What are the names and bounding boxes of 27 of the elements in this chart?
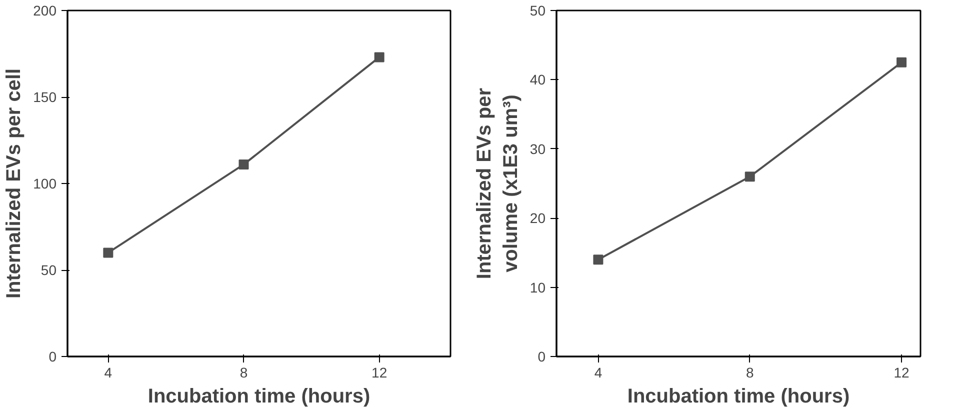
x-tick-label: 4 — [594, 364, 602, 380]
y-tick-label: 150 — [33, 89, 57, 105]
x-tick-label: 8 — [240, 364, 248, 380]
y-tick-label: 100 — [33, 176, 57, 192]
point — [103, 248, 114, 258]
y-tick-label: 20 — [530, 210, 546, 226]
point — [593, 254, 604, 265]
x-tick-label: 8 — [746, 364, 754, 380]
point — [374, 52, 384, 62]
y-tick-label: 0 — [48, 348, 57, 364]
y-axis-title: Internalized EVs per cell — [3, 68, 26, 299]
y-tick-label: 50 — [530, 2, 546, 18]
y-tick-label: 200 — [33, 2, 57, 18]
x-axis-title: Incubation time (hours) — [148, 386, 370, 408]
x-axis-title: Incubation time (hours) — [627, 386, 850, 408]
point — [744, 172, 755, 182]
x-tick-label: 12 — [894, 364, 910, 380]
point — [896, 57, 907, 68]
y-tick-label: 50 — [40, 262, 57, 278]
y-tick-label: 10 — [530, 279, 546, 296]
point — [238, 159, 249, 170]
y-tick-label: 40 — [530, 72, 546, 88]
y-tick-label: 0 — [538, 348, 546, 364]
y-tick-label: 30 — [530, 140, 546, 157]
x-tick-label: 12 — [372, 364, 388, 380]
y-axis-title: Internalized EVs per volume (x1E3 um³) — [474, 88, 522, 280]
x-tick-label: 4 — [104, 364, 112, 380]
